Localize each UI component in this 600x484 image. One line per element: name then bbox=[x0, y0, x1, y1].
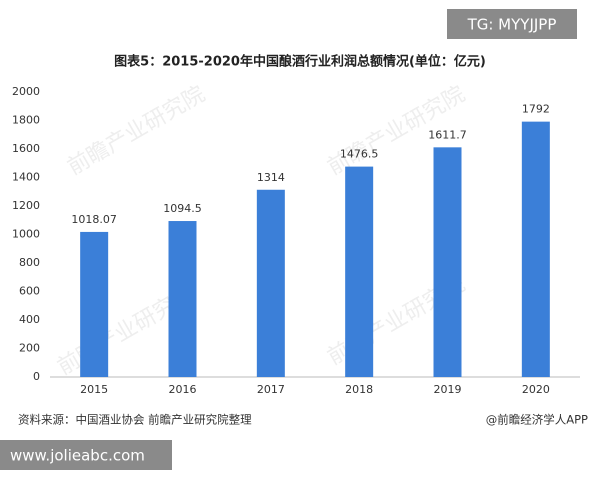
site-bg bbox=[0, 440, 172, 470]
y-tick-label: 1200 bbox=[12, 199, 40, 212]
site: www.jolieabc.com bbox=[10, 447, 145, 465]
badge: TG: MYYJJPP bbox=[467, 16, 557, 34]
source: 资料来源：中国酒业协会 前瞻产业研究院整理 bbox=[18, 413, 252, 427]
x-tick-label: 2020 bbox=[522, 383, 550, 396]
x-tick-label: 2017 bbox=[257, 383, 285, 396]
y-tick-label: 1400 bbox=[12, 171, 40, 184]
x-tick-label: 2015 bbox=[80, 383, 108, 396]
y-tick-label: 1800 bbox=[12, 114, 40, 127]
bar bbox=[80, 231, 109, 377]
y-tick-label: 0 bbox=[33, 370, 40, 383]
value-label: 1792 bbox=[522, 103, 550, 116]
x-tick-label: 2016 bbox=[169, 383, 197, 396]
y-tick-label: 600 bbox=[19, 285, 40, 298]
bar bbox=[256, 189, 285, 377]
bar bbox=[433, 147, 462, 377]
value-label: 1018.07 bbox=[71, 213, 117, 226]
bar bbox=[521, 121, 550, 377]
value-label: 1476.5 bbox=[340, 148, 379, 161]
y-tick-label: 1600 bbox=[12, 142, 40, 155]
y-tick-label: 1000 bbox=[12, 228, 40, 241]
y-tick-label: 200 bbox=[19, 342, 40, 355]
value-label: 1314 bbox=[257, 171, 285, 184]
value-label: 1611.7 bbox=[428, 128, 467, 141]
chart-title: 图表5：2015-2020年中国酿酒行业利润总额情况(单位：亿元) bbox=[114, 54, 486, 70]
credit: @前瞻经济学人APP bbox=[486, 413, 588, 427]
y-tick-label: 2000 bbox=[12, 85, 40, 98]
bar bbox=[345, 166, 374, 377]
y-tick-label: 800 bbox=[19, 256, 40, 269]
value-label: 1094.5 bbox=[163, 202, 202, 215]
badge-bg bbox=[447, 9, 577, 39]
y-tick-label: 400 bbox=[19, 313, 40, 326]
x-tick-label: 2018 bbox=[345, 383, 373, 396]
bar bbox=[168, 221, 197, 377]
x-tick-label: 2019 bbox=[434, 383, 462, 396]
